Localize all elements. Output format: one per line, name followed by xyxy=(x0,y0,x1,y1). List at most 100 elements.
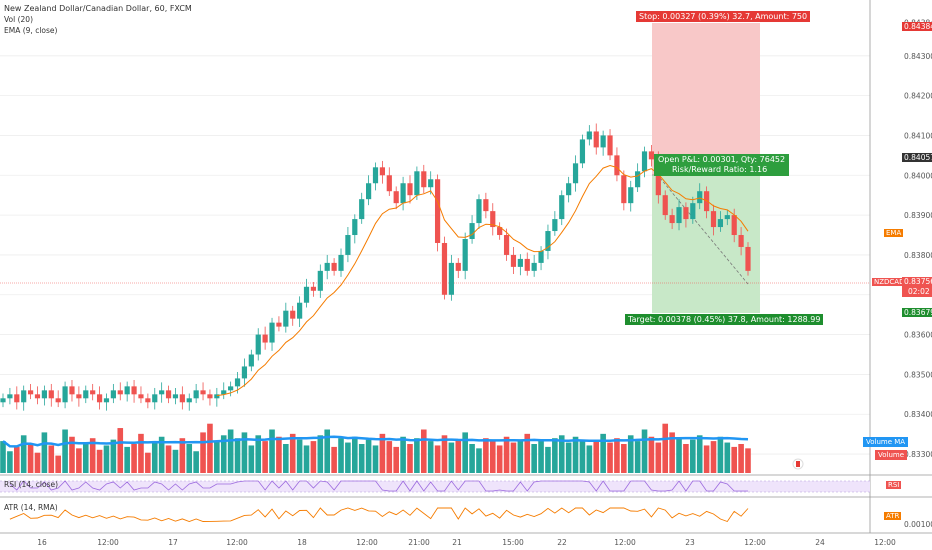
stop-label[interactable]: Stop: 0.00327 (0.39%) 32.7, Amount: 750 xyxy=(636,11,811,22)
candle-body xyxy=(669,215,675,224)
time-tick-label: 12:00 xyxy=(614,538,636,547)
candle-body xyxy=(317,270,323,291)
symbol-legend[interactable]: New Zealand Dollar/Canadian Dollar, 60, … xyxy=(4,4,192,13)
candle-body xyxy=(428,179,434,188)
volume-bar xyxy=(165,445,172,473)
volume-bar xyxy=(393,446,399,473)
volume-bar xyxy=(683,444,689,473)
candle-body xyxy=(262,334,268,343)
volume-bar xyxy=(676,438,682,473)
rsi-legend[interactable]: RSI (14, close) xyxy=(4,480,59,489)
atr-legend[interactable]: ATR (14, RMA) xyxy=(4,503,58,512)
candle-body xyxy=(186,398,192,403)
volume-bar xyxy=(696,435,703,473)
volume-bar xyxy=(621,444,627,473)
candle-body xyxy=(628,187,634,204)
candle-body xyxy=(517,258,523,267)
volume-bar xyxy=(262,441,268,473)
time-tick-label: 24 xyxy=(815,538,825,547)
volume-bar xyxy=(241,432,248,473)
volume-tag: Volume xyxy=(875,450,908,460)
volume-bar xyxy=(634,441,641,473)
candle-body xyxy=(379,167,385,176)
volume-bar xyxy=(552,438,558,473)
time-tick-label: 12:00 xyxy=(226,538,248,547)
volume-bar xyxy=(145,452,151,473)
volume-bar xyxy=(669,432,675,473)
volume-bar xyxy=(600,433,606,473)
candle-body xyxy=(179,394,185,403)
candle-body xyxy=(228,386,234,391)
ema-axis-tag: EMA xyxy=(884,229,904,237)
time-tick-label: 15:00 xyxy=(502,538,524,547)
candle-body xyxy=(524,258,530,271)
volume-bar xyxy=(655,442,662,473)
volume-bar xyxy=(220,435,227,473)
candle-body xyxy=(469,223,475,239)
volume-bar xyxy=(34,452,41,473)
target-label[interactable]: Target: 0.00378 (0.45%) 37.8, Amount: 12… xyxy=(625,314,824,325)
candle-body xyxy=(483,199,489,212)
stop-price-tag: 0.84384 xyxy=(902,22,932,31)
candle-body xyxy=(310,286,317,291)
entry-price-tag: 0.84057 xyxy=(902,153,932,162)
candle-body xyxy=(531,262,537,271)
candle-body xyxy=(600,135,606,148)
time-axis[interactable]: 16 12:00 17 12:00 18 12:00 21:00 21 15:00 22 12:00… xyxy=(37,538,896,547)
volume-bar xyxy=(317,435,324,473)
volume-bar xyxy=(172,449,179,473)
volume-bar xyxy=(545,446,551,473)
candle-body xyxy=(552,219,558,232)
candle-body xyxy=(635,171,641,188)
candle-body xyxy=(407,183,413,196)
volume-bar xyxy=(151,441,158,473)
volume-bar xyxy=(124,446,130,473)
volume-bar xyxy=(745,448,751,473)
volume-legend[interactable]: Vol (20) xyxy=(4,15,34,24)
candle-body xyxy=(538,250,544,263)
volume-bar xyxy=(13,446,20,473)
candle-body xyxy=(165,390,172,399)
volume-ma-tag: Volume MA xyxy=(863,437,909,447)
candle-body xyxy=(490,211,496,228)
volume-bar xyxy=(510,442,517,473)
candle-body xyxy=(200,390,206,395)
candle-body xyxy=(193,390,199,399)
candle-body xyxy=(503,235,510,255)
volume-bar xyxy=(324,429,331,473)
candle-body xyxy=(366,183,372,200)
price-tick-label: 0.84300 xyxy=(904,52,932,61)
candle-body xyxy=(234,378,241,387)
volume-bar xyxy=(110,439,117,473)
candle-body xyxy=(745,246,751,271)
volume-bars xyxy=(0,423,751,473)
open-pl-label[interactable]: Open P&L: 0.00301, Qty: 76452 Risk/Rewar… xyxy=(654,154,790,176)
risk-reward-text: Risk/Reward Ratio: 1.16 xyxy=(672,165,768,174)
candle-body xyxy=(641,151,648,172)
volume-bar xyxy=(82,442,89,473)
time-tick-label: 12:00 xyxy=(356,538,378,547)
volume-bar xyxy=(407,444,413,473)
rsi-axis-tag: RSI xyxy=(886,481,902,489)
ema-legend[interactable]: EMA (9, close) xyxy=(4,26,58,35)
price-axis[interactable]: 0.84384 0.84300 0.84200 0.84100 0.84000 0.839… xyxy=(904,18,932,529)
atr-tick-label: 0.00100 xyxy=(904,520,932,529)
candle-body xyxy=(586,131,592,140)
volume-bar xyxy=(572,436,579,473)
bar-countdown: 02:02 xyxy=(908,287,930,296)
candle-body xyxy=(297,302,303,319)
candle-body xyxy=(172,394,179,399)
volume-bar xyxy=(20,435,27,473)
volume-bar xyxy=(89,438,96,473)
candle-body xyxy=(27,390,34,395)
volume-bar xyxy=(296,439,303,473)
atr-line xyxy=(9,507,749,523)
candle-body xyxy=(207,394,213,399)
candle-body xyxy=(96,394,103,403)
volume-bar xyxy=(489,441,496,473)
volume-bar xyxy=(538,441,544,473)
volume-bar xyxy=(717,436,724,473)
candle-body xyxy=(214,394,220,399)
stop-zone xyxy=(652,23,760,175)
